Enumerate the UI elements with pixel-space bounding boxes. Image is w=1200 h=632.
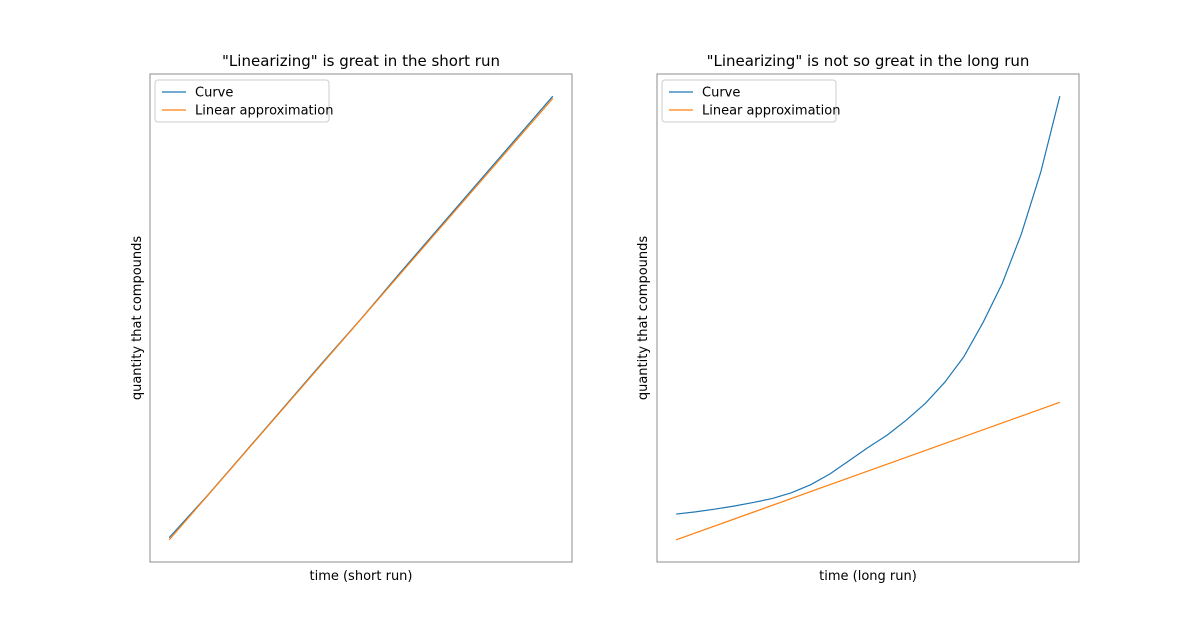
series-line-curve	[168, 95, 554, 539]
chart-title: "Linearizing" is not so great in the lon…	[707, 52, 1030, 70]
legend-box	[661, 79, 837, 123]
legend-label-curve: Curve	[702, 86, 740, 101]
axes-frame	[149, 73, 573, 563]
legend: Curve Linear approximation	[154, 79, 333, 123]
y-axis-label: quantity that compounds	[130, 236, 145, 401]
series-line-linear-approximation	[675, 401, 1061, 541]
axes-frame	[656, 73, 1080, 563]
legend-box	[154, 79, 330, 123]
chart-title: "Linearizing" is great in the short run	[222, 52, 500, 70]
series-lines	[675, 96, 1061, 541]
series-line-curve	[676, 96, 1061, 515]
series-lines	[168, 95, 554, 541]
y-axis-label: quantity that compounds	[636, 236, 651, 401]
x-axis-label: time (short run)	[309, 569, 412, 584]
x-axis-label: time (long run)	[819, 569, 917, 584]
legend: Curve Linear approximation	[661, 79, 840, 123]
legend-label-curve: Curve	[195, 86, 233, 101]
chart-long-run: "Linearizing" is not so great in the lon…	[636, 52, 1080, 584]
legend-label-linear: Linear approximation	[702, 104, 840, 119]
legend-label-linear: Linear approximation	[195, 104, 333, 119]
chart-short-run: "Linearizing" is great in the short run …	[130, 52, 573, 584]
series-line-linear-approximation	[168, 98, 554, 541]
